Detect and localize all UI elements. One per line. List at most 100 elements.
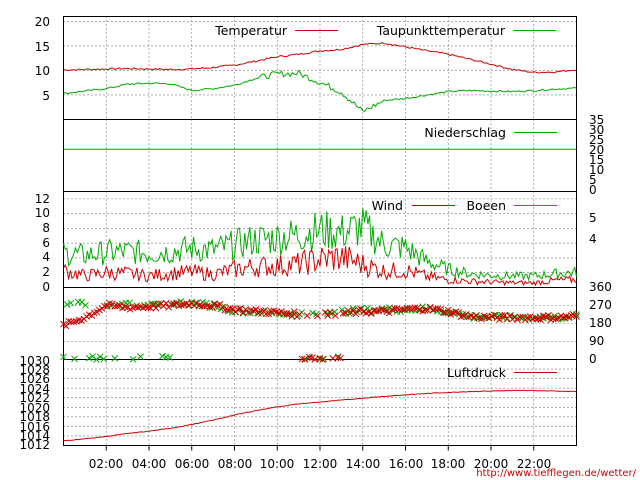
- boeen-direction-marker: [71, 355, 78, 363]
- wind-direction-marker: [226, 304, 234, 312]
- wind-direction-marker: [568, 312, 575, 319]
- dir-ytick-180: 180: [589, 316, 612, 330]
- boeen-direction-marker: [327, 310, 335, 318]
- wind-direction-marker: [303, 312, 311, 319]
- wind-direction-marker: [62, 322, 70, 330]
- xtick-2200: 22:00: [517, 457, 552, 471]
- wind-direction-marker: [283, 310, 291, 317]
- pressure-y-ticks: 1012 1014 1016 1018 1020 1022 1024 1026 …: [19, 354, 50, 452]
- wind-direction-marker: [129, 304, 137, 311]
- wind-direction-marker: [114, 302, 121, 310]
- dir-ytick-0: 0: [589, 352, 597, 366]
- boeen-direction-marker: [159, 352, 166, 360]
- dir-ytick-360: 360: [589, 280, 612, 294]
- wind-direction-marker: [180, 300, 188, 308]
- boeen-direction-marker: [60, 353, 67, 361]
- plot-layer: [60, 41, 580, 441]
- wind-direction-marker: [516, 313, 524, 321]
- precip-y-ticks: 0 5 10 15 20 25 30 35: [589, 113, 604, 197]
- wind-direction-marker: [106, 300, 114, 307]
- xtick-1000: 10:00: [260, 457, 295, 471]
- wind-direction-marker: [396, 306, 403, 314]
- xtick-0800: 08:00: [218, 457, 253, 471]
- wind-ytick-6: 6: [42, 236, 50, 250]
- boeen-direction-marker: [155, 300, 163, 307]
- wind-ytick-12: 12: [35, 192, 50, 206]
- wind-ytick-8: 8: [42, 221, 50, 235]
- legend-boeen: Boeen: [466, 198, 506, 213]
- wind-direction-marker: [398, 306, 406, 314]
- boeen-direction-marker: [170, 301, 177, 309]
- wind-direction-marker: [537, 316, 544, 323]
- boeen-direction-marker: [309, 309, 317, 317]
- boeen-direction-marker: [521, 313, 529, 321]
- pres-ytick-1022: 1022: [19, 391, 50, 405]
- precip-ytick-25: 25: [589, 133, 604, 147]
- wind-direction-marker: [498, 312, 506, 319]
- boeen-direction-marker: [166, 354, 174, 361]
- wind-direction-marker: [373, 307, 380, 315]
- wind-direction-marker: [306, 354, 314, 361]
- wind-direction-marker: [434, 305, 442, 312]
- wind-direction-marker: [337, 354, 344, 362]
- xtick-0200: 02:00: [89, 457, 124, 471]
- boeen-direction-marker: [93, 356, 100, 363]
- wind-direction-marker: [432, 305, 439, 313]
- boeen-direction-marker: [96, 353, 104, 361]
- wind-direction-marker: [167, 301, 175, 308]
- wind-direction-marker: [147, 304, 155, 312]
- wind-direction-marker: [296, 310, 303, 318]
- pres-ytick-1014: 1014: [19, 429, 50, 443]
- xtick-1800: 18:00: [431, 457, 466, 471]
- wind-direction-marker: [437, 305, 444, 313]
- wind-direction-marker: [131, 303, 139, 311]
- legend-niederschlag: Niederschlag: [424, 125, 506, 140]
- wind-direction-marker: [301, 355, 308, 363]
- temp-ytick-15: 15: [35, 40, 50, 54]
- boeen-direction-marker: [111, 355, 119, 362]
- wind-direction-marker: [334, 354, 342, 361]
- luftdruck-line: [63, 389, 577, 441]
- wind-ytick-2: 2: [42, 265, 50, 279]
- legend-taupunkt: Taupunkttemperatur: [376, 23, 506, 38]
- wind-direction-marker: [421, 306, 429, 314]
- wind-direction-marker: [70, 318, 78, 326]
- precip-ytick-35: 35: [589, 113, 604, 127]
- pres-ytick-1020: 1020: [19, 401, 50, 415]
- source-url-link[interactable]: http://www.tiefflegen.de/wetter/: [476, 468, 636, 479]
- boeen-direction-marker: [67, 299, 75, 307]
- grid: [63, 16, 577, 451]
- wind-direction-marker: [391, 305, 398, 312]
- pres-ytick-1028: 1028: [19, 363, 50, 377]
- wind-y-ticks: 0 2 4 6 8 10 12 4 5: [35, 192, 597, 294]
- wind-direction-marker: [247, 307, 255, 314]
- xtick-1200: 12:00: [303, 457, 338, 471]
- wind-direction-marker: [311, 356, 319, 363]
- xtick-0600: 06:00: [175, 457, 210, 471]
- wind-ytick-right-5: 5: [589, 211, 597, 225]
- wind-direction-marker: [573, 313, 580, 320]
- dir-ytick-270: 270: [589, 298, 612, 312]
- wind-direction-marker: [252, 306, 260, 313]
- pres-ytick-1016: 1016: [19, 420, 50, 434]
- boeen-direction-marker: [137, 353, 144, 360]
- wind-direction-marker: [101, 302, 108, 310]
- legend-luftdruck: Luftdruck: [447, 365, 507, 380]
- pres-ytick-1012: 1012: [19, 438, 50, 452]
- wind-ytick-right-4: 4: [589, 232, 597, 246]
- precip-ytick-10: 10: [589, 163, 604, 177]
- temp-ytick-5: 5: [42, 89, 50, 103]
- direction-y-ticks: 0 90 180 270 360: [589, 280, 612, 366]
- legend-temperatur: Temperatur: [214, 23, 288, 38]
- boeen-direction-marker: [85, 354, 93, 362]
- wind-direction-marker: [544, 312, 552, 319]
- temp-ytick-10: 10: [35, 64, 50, 78]
- temperatur-line: [63, 41, 577, 74]
- wind-direction-marker: [314, 312, 321, 320]
- pres-ytick-1030: 1030: [19, 354, 50, 368]
- wind-ytick-4: 4: [42, 250, 50, 264]
- precip-ytick-5: 5: [589, 173, 597, 187]
- wind-ytick-0: 0: [42, 280, 50, 294]
- xtick-1400: 14:00: [346, 457, 381, 471]
- wind-direction-marker: [221, 306, 229, 314]
